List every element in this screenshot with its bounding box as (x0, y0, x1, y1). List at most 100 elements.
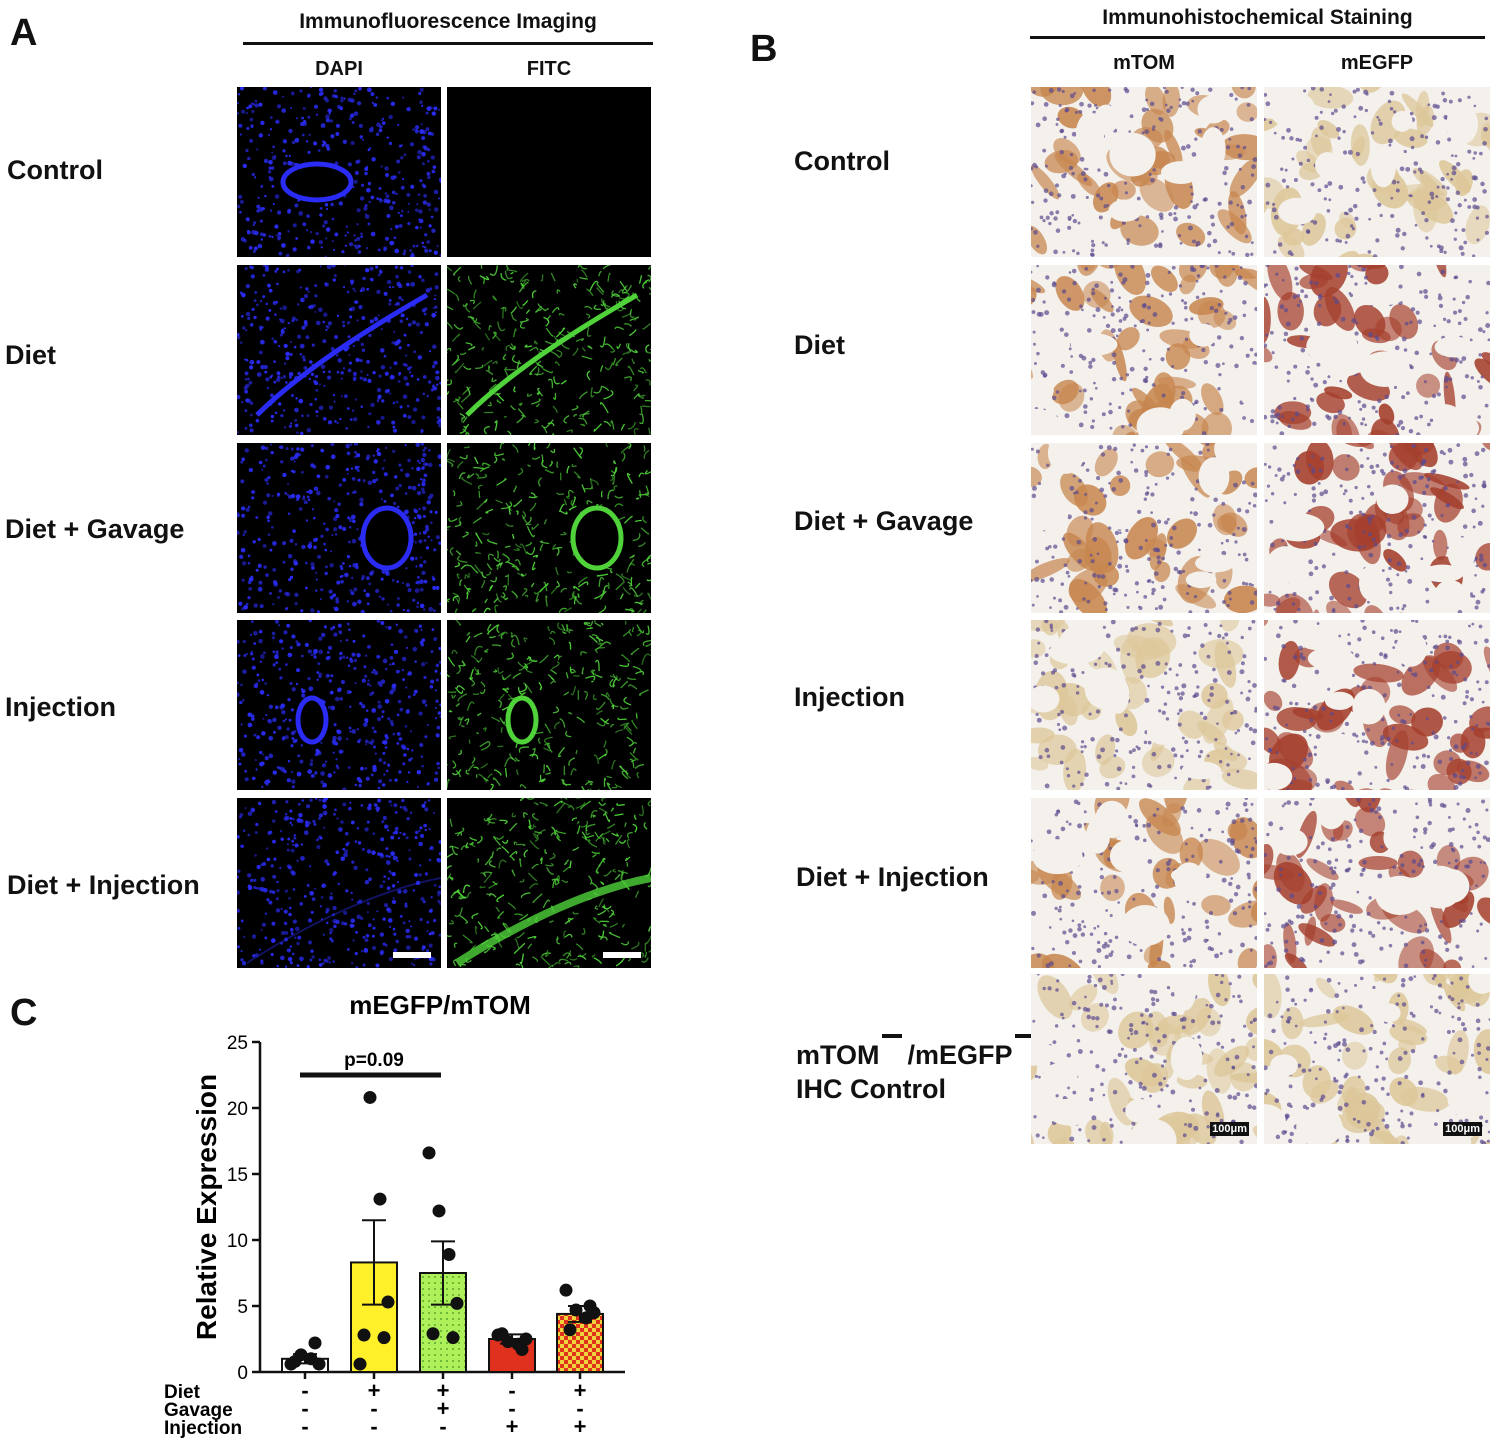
y-tick-label: 5 (237, 1297, 248, 1318)
condition-sign: + (574, 1378, 587, 1403)
y-tick-label: 15 (227, 1165, 248, 1186)
fitc-image (447, 620, 651, 790)
chart-title: mEGFP/mTOM (349, 990, 531, 1020)
panel-b-row-label: Injection (794, 682, 906, 712)
dapi-image (237, 87, 441, 257)
bar-chart: mEGFP/mTOM Relative Expression 0 5 10 15 20 25 p… (164, 990, 625, 1439)
data-point (373, 1192, 387, 1206)
mtom-ihc-image (1031, 87, 1257, 257)
scale-bar (603, 952, 641, 958)
condition-label: Diet (164, 1382, 201, 1403)
data-point (432, 1204, 446, 1218)
data-point (363, 1090, 377, 1104)
condition-sign: - (576, 1396, 583, 1421)
condition-sign: + (574, 1414, 587, 1439)
scale-bar (393, 952, 431, 958)
panel-b-row-label: Control (794, 146, 890, 176)
data-point (563, 1323, 577, 1337)
panel-a-col-fitc: FITC (526, 58, 572, 80)
data-point (495, 1327, 509, 1341)
panel-b-header-rule (1030, 36, 1485, 39)
condition-sign: - (301, 1378, 308, 1403)
panel-a-header-rule (243, 42, 653, 45)
data-point (446, 1331, 460, 1345)
data-point (353, 1357, 367, 1371)
megfp-ihc-image (1264, 443, 1490, 613)
condition-sign: - (370, 1414, 377, 1439)
panel-b-row-label: Diet + Injection (796, 862, 989, 892)
condition-sign: + (437, 1378, 450, 1403)
mtom-ihc-image: 100μm (1031, 974, 1257, 1144)
panel-a-header: Immunofluorescence Imaging (299, 10, 597, 33)
negative-bar-mark (881, 1034, 902, 1038)
condition-sign: - (301, 1396, 308, 1421)
mtom-ihc-image (1031, 798, 1257, 968)
panel-a-col-dapi: DAPI (315, 58, 363, 80)
panel-b-header: Immunohistochemical Staining (1102, 6, 1413, 29)
condition-sign: - (508, 1378, 515, 1403)
panel-b-row-label: IHC Control (796, 1074, 946, 1104)
condition-sign: + (506, 1414, 519, 1439)
condition-sign: - (508, 1396, 515, 1421)
y-tick-label: 20 (227, 1099, 248, 1120)
dapi-image (237, 443, 441, 613)
panel-a-row-label: Diet + Injection (7, 870, 200, 900)
condition-sign: + (368, 1378, 381, 1403)
dapi-image (237, 798, 441, 968)
data-point (357, 1328, 371, 1342)
panel-b-letter: B (750, 28, 778, 70)
data-point (442, 1248, 456, 1262)
bar (350, 1261, 398, 1373)
condition-sign: - (439, 1414, 446, 1439)
data-point (559, 1283, 573, 1297)
data-point (308, 1336, 322, 1350)
panel-b-row-label: Diet + Gavage (794, 506, 974, 536)
megfp-ihc-image (1264, 87, 1490, 257)
y-axis-label: Relative Expression (191, 1074, 222, 1340)
mtom-ihc-image (1031, 265, 1257, 435)
panel-b-col-mtom: mTOM (1113, 52, 1175, 74)
y-tick-label: 10 (227, 1231, 248, 1252)
fitc-image (447, 798, 651, 968)
condition-sign: - (301, 1414, 308, 1439)
panel-a-row-label: Injection (5, 692, 117, 722)
y-tick-label: 25 (227, 1033, 248, 1054)
negative-bar-mark (1014, 1034, 1035, 1038)
panel-a-row-label: Diet + Gavage (5, 514, 185, 544)
data-point (450, 1296, 464, 1310)
data-point (569, 1303, 583, 1317)
panel-b-row-label: Diet (794, 330, 846, 360)
megfp-ihc-image: 100μm (1264, 974, 1490, 1144)
panel-c-letter: C (10, 992, 38, 1034)
megfp-negative-label: /mEGFP (907, 1040, 1013, 1070)
panel-b-col-megfp: mEGFP (1340, 52, 1414, 74)
scale-bar-label: 100μm (1443, 1122, 1482, 1136)
bar (556, 1312, 604, 1374)
condition-sign: + (437, 1396, 450, 1421)
data-point (422, 1146, 436, 1160)
panel-a-letter: A (10, 12, 38, 54)
panel-a-row-label: Control (7, 155, 103, 185)
panel-b-row-label-ihc-control: mTOM/mEGFP (796, 1034, 1035, 1071)
data-point (515, 1343, 529, 1357)
panel-a-row-label: Diet (5, 340, 57, 370)
scale-bar-label: 100μm (1210, 1122, 1249, 1136)
condition-label: Gavage (164, 1400, 233, 1421)
data-point (583, 1299, 597, 1313)
data-point (519, 1332, 533, 1346)
data-point (381, 1295, 395, 1309)
dapi-image (237, 265, 441, 435)
p-value-label: p=0.09 (344, 1050, 404, 1071)
condition-label: Injection (164, 1418, 242, 1439)
megfp-ihc-image (1264, 798, 1490, 968)
data-point (426, 1327, 440, 1341)
megfp-ihc-image (1264, 620, 1490, 790)
mtom-negative-label: mTOM (796, 1040, 880, 1070)
fitc-image (447, 87, 651, 257)
data-point (377, 1331, 391, 1345)
megfp-ihc-image (1264, 265, 1490, 435)
condition-sign: - (370, 1396, 377, 1421)
fitc-image (447, 443, 651, 613)
y-tick-label: 0 (237, 1363, 248, 1384)
dapi-image (237, 620, 441, 790)
